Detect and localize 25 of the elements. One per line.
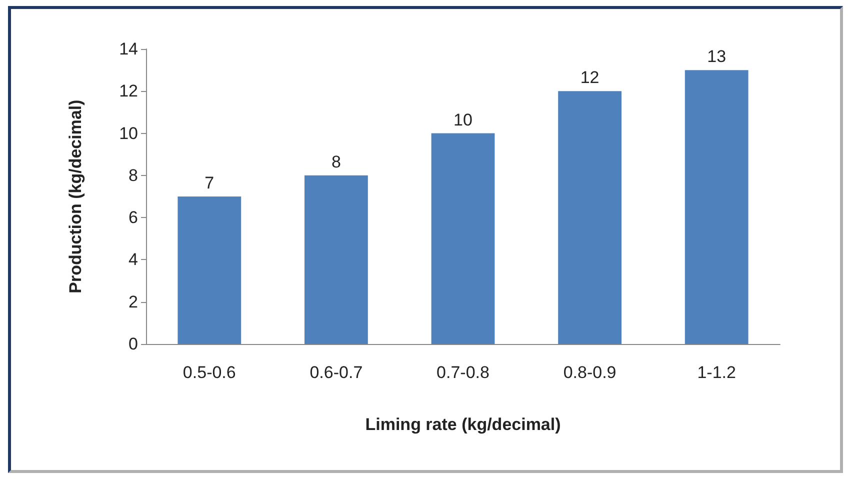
data-label: 12 <box>580 68 600 88</box>
y-axis-title: Production (kg/decimal) <box>66 100 85 294</box>
y-tick-label: 0 <box>128 334 138 354</box>
y-tick-label: 6 <box>128 208 138 228</box>
bar <box>304 175 368 344</box>
bar <box>684 70 748 344</box>
x-tick-label: 1-1.2 <box>697 363 736 382</box>
y-tick-label: 12 <box>119 82 138 101</box>
bar <box>431 133 495 344</box>
data-label: 13 <box>707 47 726 66</box>
x-axis-title: Liming rate (kg/decimal) <box>365 415 561 434</box>
bar <box>558 91 622 344</box>
y-tick-label: 8 <box>128 166 138 185</box>
x-tick-label: 0.5-0.6 <box>182 363 236 382</box>
bar <box>178 196 242 344</box>
data-label: 8 <box>331 152 341 172</box>
y-tick-label: 14 <box>119 40 138 58</box>
x-tick-label: 0.6-0.7 <box>310 363 363 382</box>
y-tick-label: 2 <box>128 292 138 312</box>
y-tick-label: 4 <box>128 250 138 270</box>
data-label: 7 <box>204 174 214 192</box>
data-label: 10 <box>454 110 472 130</box>
x-tick-label: 0.7-0.8 <box>436 363 490 382</box>
x-tick-label: 0.8-0.9 <box>563 363 616 382</box>
y-tick-label: 10 <box>119 124 138 143</box>
